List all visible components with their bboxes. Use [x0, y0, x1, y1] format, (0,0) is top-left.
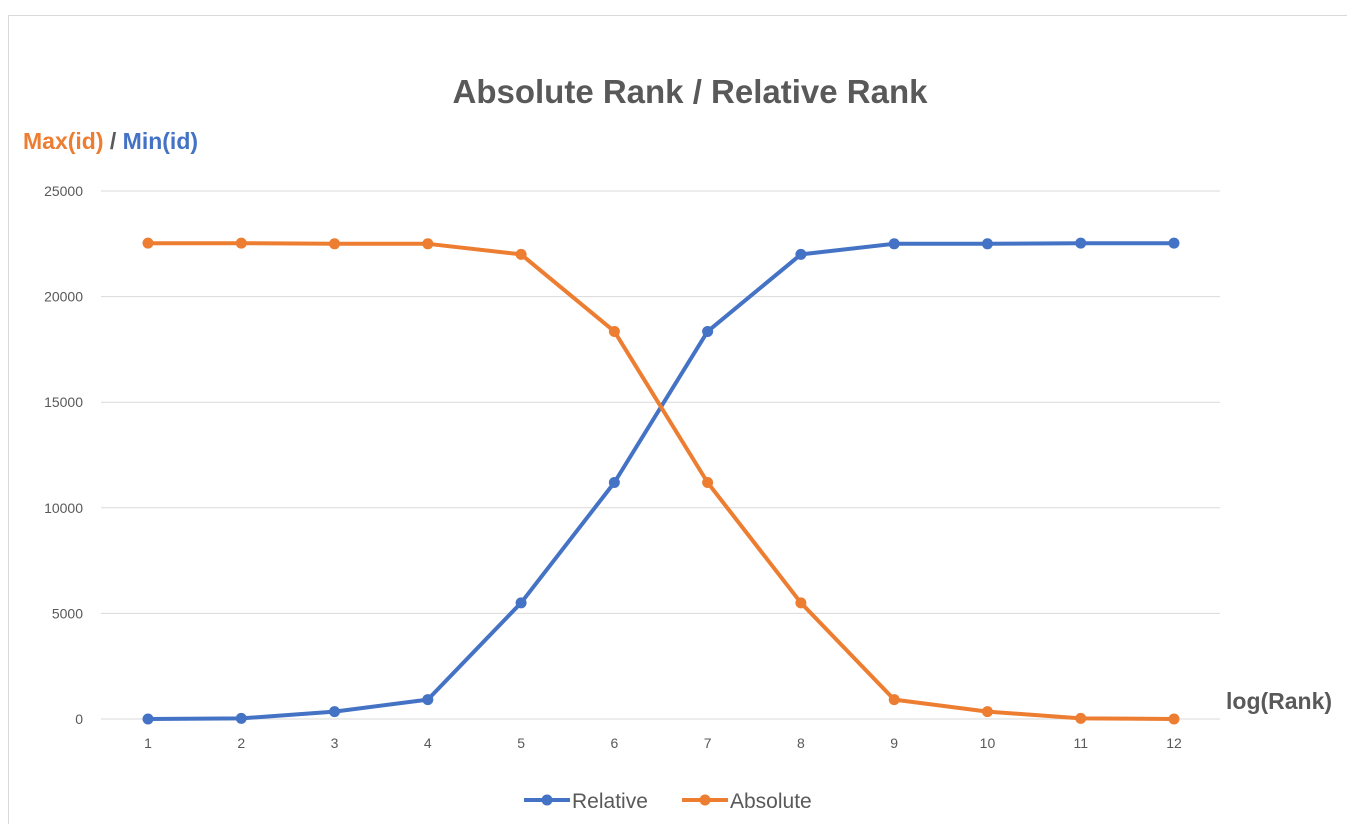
- x-tick-label: 11: [1073, 735, 1088, 751]
- y-tick-label: 5000: [52, 605, 83, 621]
- data-point: [888, 238, 900, 250]
- y-tick-label: 25000: [44, 183, 83, 199]
- legend-item-relative: Relative: [524, 790, 648, 813]
- x-tick-label: 9: [890, 735, 898, 751]
- legend-label: Relative: [572, 790, 648, 813]
- x-tick-label: 2: [237, 735, 245, 751]
- data-point: [1075, 237, 1087, 249]
- chart-title: Absolute Rank / Relative Rank: [453, 73, 929, 110]
- y-tick-labels: 0 5000 10000 15000 20000 25000: [44, 183, 83, 727]
- data-point: [235, 712, 247, 724]
- x-tick-label: 5: [517, 735, 525, 751]
- x-tick-label: 4: [424, 735, 432, 751]
- data-point: [329, 238, 341, 250]
- series-lines: [142, 237, 1180, 725]
- y-tick-label: 20000: [44, 289, 83, 305]
- data-point: [1075, 712, 1087, 724]
- data-point: [888, 694, 900, 706]
- x-tick-label: 10: [980, 735, 996, 751]
- data-point: [795, 597, 807, 609]
- x-tick-label: 3: [331, 735, 339, 751]
- chart-area: Absolute Rank / Relative Rank Max(id) / …: [8, 15, 1347, 824]
- data-point: [422, 694, 434, 706]
- x-tick-labels: 1 2 3 4 5 6 7 8 9 10 11 12: [144, 735, 1182, 751]
- legend-marker: [541, 794, 553, 806]
- series-absolute: [142, 237, 1180, 725]
- data-point: [515, 597, 527, 609]
- y-axis-label-min: Min(id): [123, 128, 198, 154]
- data-point: [981, 706, 993, 718]
- data-point: [422, 238, 434, 250]
- series-line: [146, 241, 1176, 721]
- data-point: [608, 476, 620, 488]
- x-tick-label: 6: [610, 735, 618, 751]
- series-relative: [142, 237, 1180, 725]
- y-tick-label: 0: [75, 711, 83, 727]
- gridlines: [101, 190, 1220, 720]
- data-point: [1168, 237, 1180, 249]
- x-tick-label: 12: [1166, 735, 1182, 751]
- data-point: [142, 713, 154, 725]
- legend-label: Absolute: [730, 790, 812, 813]
- data-point: [142, 237, 154, 249]
- series-line: [146, 241, 1176, 721]
- data-point: [608, 325, 620, 337]
- data-point: [702, 325, 714, 337]
- data-point: [235, 237, 247, 249]
- data-point: [1168, 713, 1180, 725]
- data-point: [702, 476, 714, 488]
- y-tick-label: 15000: [44, 394, 83, 410]
- x-tick-label: 7: [704, 735, 712, 751]
- line-chart: Absolute Rank / Relative Rank Max(id) / …: [23, 73, 1332, 813]
- y-axis-label: Max(id) / Min(id): [23, 128, 198, 154]
- legend-item-absolute: Absolute: [682, 790, 812, 813]
- data-point: [795, 248, 807, 260]
- x-axis-label: log(Rank): [1226, 688, 1332, 714]
- y-axis-label-separator: /: [104, 128, 123, 154]
- data-point: [329, 706, 341, 718]
- legend: Relative Absolute: [524, 790, 812, 813]
- data-point: [981, 238, 993, 250]
- y-axis-label-max: Max(id): [23, 128, 104, 154]
- x-tick-label: 8: [797, 735, 805, 751]
- y-tick-label: 10000: [44, 500, 83, 516]
- legend-marker: [699, 794, 711, 806]
- x-tick-label: 1: [144, 735, 152, 751]
- data-point: [515, 248, 527, 260]
